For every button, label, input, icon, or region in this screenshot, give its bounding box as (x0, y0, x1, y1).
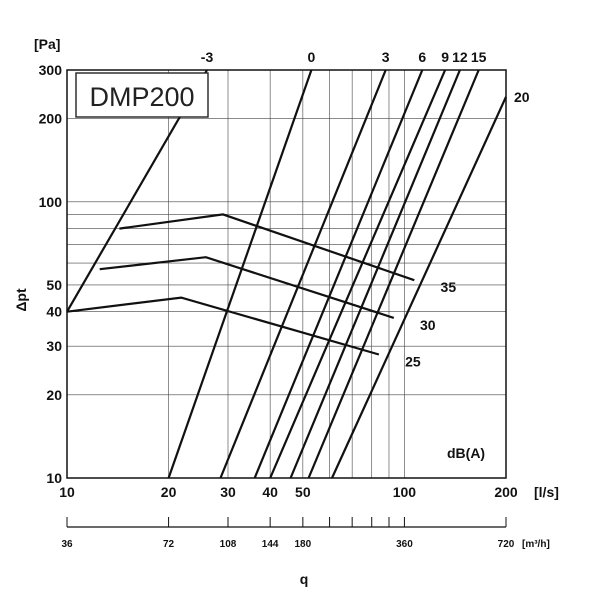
sound-unit-label: dB(A) (447, 445, 485, 461)
y-unit-label: [Pa] (34, 36, 60, 52)
x-axis-label: q (300, 571, 309, 587)
x-tick-label: 20 (161, 484, 177, 500)
tick-labels: 10 20 30 40 50 100 200 10 20 30 40 50 100 200 300 (39, 62, 518, 500)
y-tick-label: 20 (46, 387, 62, 403)
y-tick-label: 300 (39, 62, 63, 78)
y-tick-label: 100 (39, 194, 63, 210)
line-labels: -3 0 3 6 9 12 15 20 35 30 25 (201, 49, 530, 369)
chart-title: DMP200 (89, 82, 194, 112)
position-line-30 (99, 256, 395, 319)
secondary-tick-label: 720 (498, 539, 515, 550)
secondary-tick-label: 72 (163, 539, 175, 550)
secondary-tick-label: 108 (220, 539, 237, 550)
sound-line-label: 12 (452, 49, 468, 65)
position-line-label: 25 (405, 353, 421, 369)
secondary-unit-label: [m³/h] (522, 539, 550, 550)
secondary-tick-label: 36 (61, 539, 73, 550)
y-tick-label: 200 (39, 111, 63, 127)
model-box: DMP200 (75, 72, 209, 118)
sound-line-9 (269, 69, 447, 479)
sound-line-label: 15 (471, 49, 487, 65)
sound-line-6 (253, 69, 424, 479)
secondary-tick-label: 144 (262, 539, 279, 550)
x-tick-label: 40 (262, 484, 278, 500)
position-line-25 (66, 296, 380, 356)
y-tick-label: 50 (46, 277, 62, 293)
x-tick-label: 200 (494, 484, 518, 500)
y-tick-label: 10 (46, 470, 62, 486)
sound-line-label: -3 (201, 49, 214, 65)
sound-line-0 (167, 69, 313, 479)
position-line-label: 35 (441, 279, 457, 295)
y-tick-label: 30 (46, 338, 62, 354)
sound-line-label: 9 (441, 49, 449, 65)
secondary-tick-label: 360 (396, 539, 413, 550)
x-tick-label: 100 (393, 484, 417, 500)
sound-line-label: 20 (514, 89, 530, 105)
sound-line-12 (289, 69, 461, 479)
sound-line-label: 0 (307, 49, 315, 65)
x-tick-label: 10 (59, 484, 75, 500)
position-line-label: 30 (420, 317, 436, 333)
x-tick-label: 30 (220, 484, 236, 500)
y-axis-label: Δpt (13, 288, 29, 312)
x-unit-label: [l/s] (534, 484, 559, 500)
sound-line-3 (219, 69, 387, 479)
y-tick-label: 40 (46, 304, 62, 320)
chart-lines (66, 69, 508, 479)
x-tick-label: 50 (295, 484, 311, 500)
secondary-axis: 36 72 108 144 180 360 720 [m³/h] (61, 517, 550, 550)
secondary-tick-label: 180 (295, 539, 312, 550)
sound-line-label: 3 (382, 49, 390, 65)
grid (67, 70, 506, 478)
plot-frame (66, 69, 507, 479)
position-line-35 (119, 213, 415, 282)
sound-line-label: 6 (418, 49, 426, 65)
sound-line-20 (330, 96, 508, 479)
